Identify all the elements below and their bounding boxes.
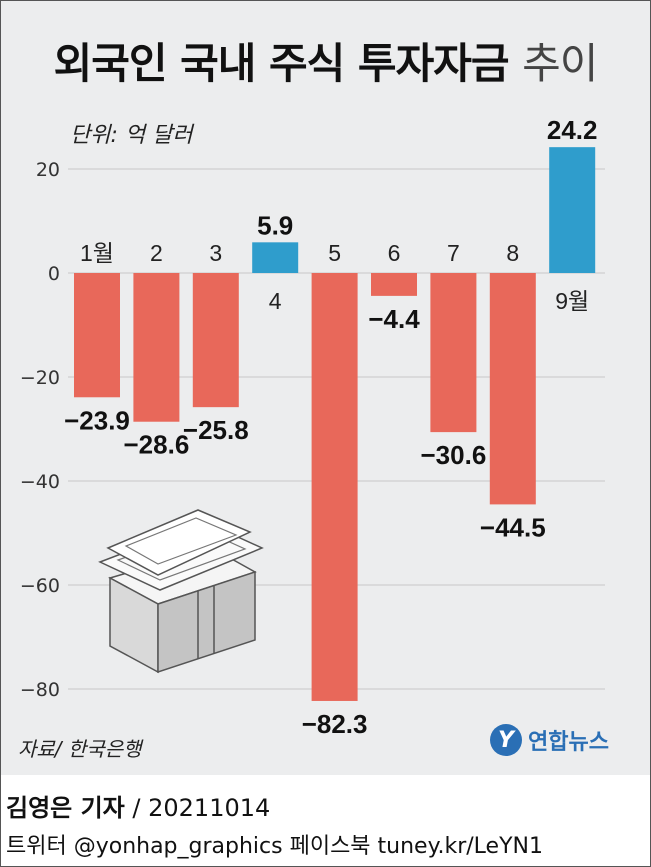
category-label: 8	[506, 240, 519, 266]
bar	[549, 147, 596, 273]
title-light: 추이	[522, 39, 598, 88]
category-label: 3	[209, 240, 222, 266]
yonhap-logo-name: 연합뉴스	[528, 730, 609, 755]
bar-chart: 200−20−40−60−80 −23.91월−28.62−25.835.94−…	[20, 115, 605, 739]
stack-of-banknotes-icon	[98, 509, 264, 674]
category-label: 1월	[80, 240, 114, 266]
yonhap-logo-mark: Y	[490, 724, 522, 756]
byline-date: / 20211014	[132, 794, 271, 822]
bar	[74, 273, 120, 398]
yonhap-logo: Y 연합뉴스	[490, 722, 609, 758]
value-label: −44.5	[480, 512, 546, 542]
y-tick-label: −60	[20, 575, 60, 597]
value-label: −23.9	[64, 405, 130, 435]
unit-label: 단위: 억 달러	[70, 123, 193, 148]
footer-social: 트위터 @yonhap_graphics 페이스북 tuney.kr/LeYN1	[6, 834, 543, 859]
y-tick-label: 20	[36, 159, 60, 181]
value-label: −4.4	[368, 304, 420, 334]
category-label: 9월	[555, 288, 589, 314]
y-tick-label: −20	[20, 367, 60, 389]
value-label: 24.2	[547, 115, 598, 145]
category-label: 6	[388, 240, 401, 266]
bar	[133, 273, 180, 422]
bar	[430, 273, 477, 433]
category-label: 7	[447, 240, 460, 266]
value-label: −30.6	[421, 440, 487, 470]
y-tick-label: −40	[20, 471, 60, 493]
title-main: 외국인 국내 주식 투자자금	[53, 39, 510, 88]
category-label: 2	[150, 240, 163, 266]
byline-author: 김영은 기자	[6, 794, 125, 822]
bar	[252, 242, 299, 273]
bar-labels: −23.9 1월 −28.6 2 −25.8 3 5.9 4 −82.3 5 −4.4 6 −30.6 7…	[64, 115, 597, 739]
bar	[371, 273, 417, 296]
bar	[489, 273, 536, 505]
bar	[311, 273, 358, 701]
byline: 김영은 기자 / 20211014	[6, 788, 270, 823]
bars	[74, 147, 596, 701]
category-label: 5	[328, 240, 341, 266]
value-label: 5.9	[257, 210, 293, 240]
source-label: 자료/ 한국은행	[18, 737, 142, 761]
chart-title: 외국인 국내 주식 투자자금 추이	[0, 30, 651, 91]
value-label: −25.8	[183, 415, 249, 445]
y-tick-label: −80	[20, 679, 60, 701]
bar	[192, 273, 239, 408]
value-label: −82.3	[302, 709, 368, 739]
y-axis-ticks: 20 0 −20 −40 −60 −80	[20, 159, 60, 701]
value-label: −28.6	[124, 430, 190, 460]
category-label: 4	[269, 288, 282, 314]
y-tick-label: 0	[48, 263, 60, 285]
